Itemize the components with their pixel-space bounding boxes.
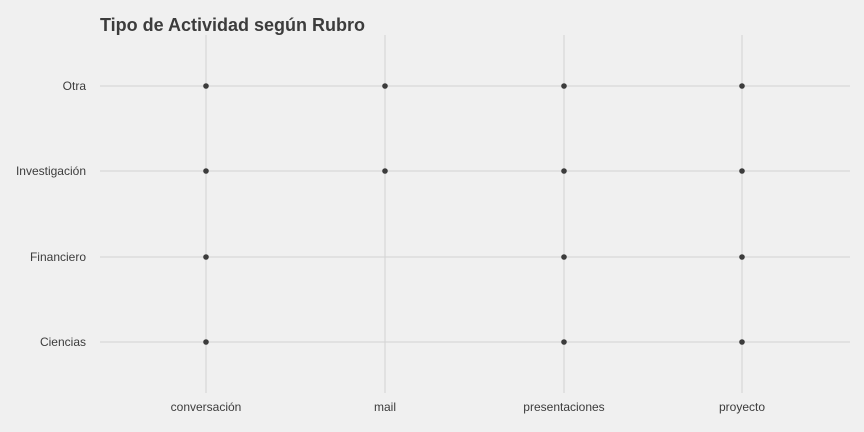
data-point [561,168,567,174]
y-tick-label: Ciencias [40,335,86,349]
data-point [561,83,567,89]
data-point [561,339,567,345]
grid-layer [100,35,850,393]
data-point [203,83,209,89]
data-point [203,254,209,260]
data-point [739,254,745,260]
data-point [561,254,567,260]
x-tick-label: proyecto [719,400,765,414]
data-point [739,83,745,89]
x-tick-label: mail [374,400,396,414]
data-point [739,339,745,345]
data-point [382,168,388,174]
x-axis-ticks: conversación mail presentaciones proyecto [171,400,766,414]
data-point [382,83,388,89]
data-point [203,168,209,174]
points-layer [203,83,745,345]
y-axis-ticks: Ciencias Financiero Investigación Otra [16,79,86,349]
x-tick-label: presentaciones [523,400,604,414]
data-point [739,168,745,174]
chart-title: Tipo de Actividad según Rubro [100,15,365,35]
x-tick-label: conversación [171,400,242,414]
data-point [203,339,209,345]
y-tick-label: Investigación [16,164,86,178]
y-tick-label: Financiero [30,250,86,264]
y-tick-label: Otra [63,79,87,93]
